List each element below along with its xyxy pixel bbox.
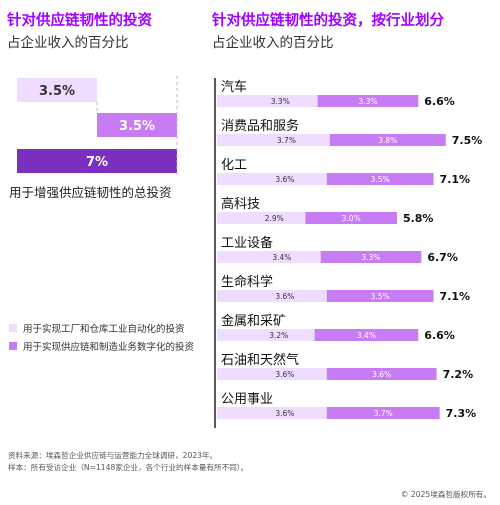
bar-segment-factory-automation: [217, 173, 327, 185]
left-chart-subtitle: 占企业收入的百分比: [7, 35, 129, 51]
legend-label-digitalization: 用于实现供应链和制造业务数字化的投资: [23, 342, 195, 353]
bar-segment-factory-automation: [217, 290, 327, 302]
category-label: 汽车: [221, 79, 247, 95]
segment-value-label: 3.4%: [272, 253, 291, 262]
category-label: 化工: [221, 158, 247, 173]
legend-label-factory-automation: 用于实现工厂和仓库工业自动化的投资: [23, 324, 185, 335]
industry-stacked-bar-chart: 汽车 3.3% 3.3% 6.6% 消费品和服务 3.7% 3.8% 7.5% 化工 3.6% 3.…: [214, 78, 483, 428]
bar-segment-factory-automation: [217, 134, 330, 146]
footnote-sample: 样本：所有受访企业（N=1148家企业，各个行业的样本量有所不同）。: [8, 463, 249, 472]
segment-value-label: 3.2%: [269, 331, 288, 340]
total-value-label: 6.6%: [424, 95, 455, 108]
bar-segment-factory-automation: [217, 329, 315, 341]
bar-segment-digitalization: [326, 290, 434, 302]
total-value-label: 7.2%: [443, 368, 474, 381]
bar-segment-digitalization: [329, 134, 446, 146]
category-label: 公用事业: [221, 392, 273, 407]
total-value-label: 6.6%: [424, 329, 455, 342]
left-chart-title: 针对供应链韧性的投资: [7, 13, 152, 29]
legend-item-factory-automation: 用于实现工厂和仓库工业自动化的投资: [9, 321, 185, 335]
legend-swatch-medium: [9, 342, 17, 350]
bar-segment-digitalization: [326, 173, 434, 185]
waterfall-chart: 3.5% 3.5% 7%: [17, 76, 178, 175]
bar-segment-digitalization: [314, 329, 419, 341]
total-value-label: 7.1%: [440, 173, 471, 186]
copyright: © 2025埃森哲版权所有。: [400, 490, 491, 499]
category-label: 石油和天然气: [221, 352, 299, 368]
segment-value-label: 3.6%: [275, 409, 294, 418]
category-label: 生命科学: [221, 274, 273, 290]
total-value-label: 5.8%: [403, 212, 434, 225]
total-value-label: 7.5%: [452, 134, 483, 147]
total-investment-label: 用于增强供应链韧性的总投资: [9, 185, 172, 200]
footnote-source: 资料来源：埃森哲企业供应链与运营能力全球调研，2023年。: [8, 451, 218, 460]
waterfall-bar-total: [17, 149, 177, 173]
footnote: 资料来源：埃森哲企业供应链与运营能力全球调研，2023年。 样本：所有受访企业（…: [8, 450, 248, 474]
waterfall-value-label: 3.5%: [39, 84, 75, 99]
legend-item-digitalization: 用于实现供应链和制造业务数字化的投资: [9, 339, 194, 353]
total-value-label: 7.1%: [440, 290, 471, 303]
bar-segment-factory-automation: [217, 407, 327, 419]
bar-segment-factory-automation: [217, 251, 321, 263]
segment-value-label: 3.3%: [358, 97, 377, 106]
bar-segment-digitalization: [326, 407, 440, 419]
segment-value-label: 3.8%: [378, 136, 397, 145]
bar-segment-factory-automation: [217, 212, 306, 224]
waterfall-value-label: 7%: [86, 155, 108, 170]
segment-value-label: 3.7%: [374, 409, 393, 418]
bar-segment-factory-automation: [217, 95, 318, 107]
bar-segment-factory-automation: [217, 368, 327, 380]
segment-value-label: 3.6%: [372, 370, 391, 379]
waterfall-bar-digitalization: [97, 113, 177, 137]
category-label: 高科技: [221, 196, 260, 212]
segment-value-label: 3.6%: [275, 370, 294, 379]
right-chart-title: 针对供应链韧性的投资，按行业划分: [212, 13, 444, 29]
segment-value-label: 3.6%: [275, 292, 294, 301]
bar-segment-digitalization: [326, 368, 437, 380]
bar-segment-digitalization: [320, 251, 422, 263]
waterfall-bar-factory-automation: [17, 78, 97, 102]
right-chart-subtitle: 占企业收入的百分比: [212, 35, 334, 51]
category-label: 金属和采矿: [221, 313, 286, 329]
segment-value-label: 2.9%: [265, 214, 284, 223]
segment-value-label: 3.4%: [357, 331, 376, 340]
segment-value-label: 3.0%: [342, 214, 361, 223]
legend-swatch-light: [9, 324, 17, 332]
bar-segment-digitalization: [317, 95, 419, 107]
segment-value-label: 3.3%: [361, 253, 380, 262]
category-label: 工业设备: [221, 235, 273, 251]
category-label: 消费品和服务: [221, 118, 299, 134]
segment-value-label: 3.7%: [277, 136, 296, 145]
segment-value-label: 3.5%: [371, 292, 390, 301]
total-value-label: 7.3%: [446, 407, 477, 420]
segment-value-label: 3.5%: [371, 175, 390, 184]
segment-value-label: 3.6%: [275, 175, 294, 184]
segment-value-label: 3.3%: [271, 97, 290, 106]
waterfall-value-label: 3.5%: [119, 119, 155, 134]
bar-segment-digitalization: [305, 212, 397, 224]
total-value-label: 6.7%: [427, 251, 458, 264]
